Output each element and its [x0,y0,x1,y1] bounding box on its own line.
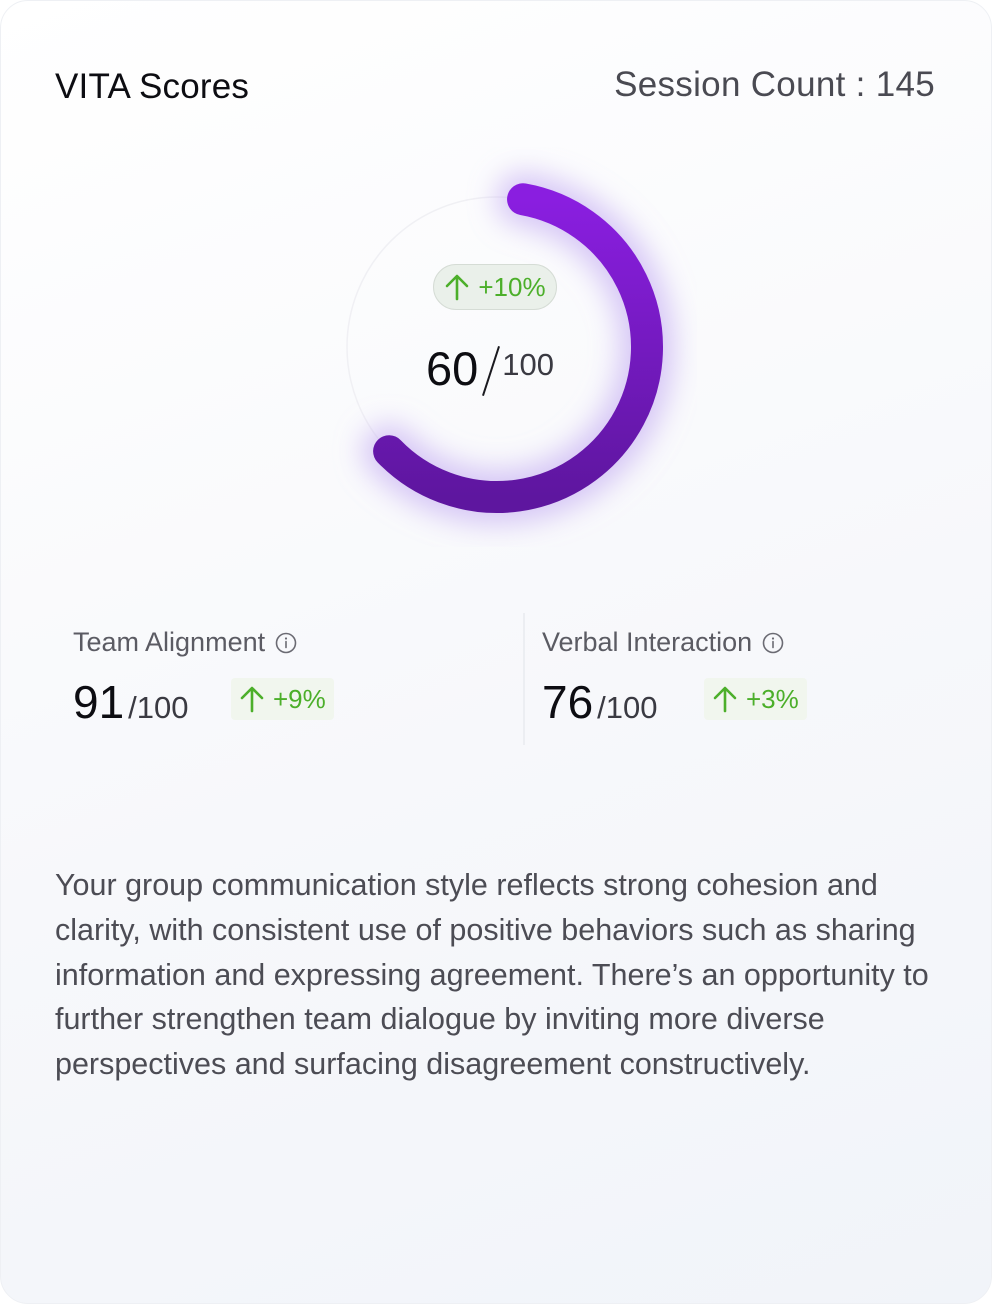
summary-text: Your group communication style reflects … [55,868,929,1082]
arrow-up-icon [446,274,469,301]
card-title: VITA Scores [55,67,250,106]
overall-delta-badge: +10% [433,264,557,310]
gauge-arc [373,183,663,513]
metric-label: Team Alignment [73,627,266,657]
overall-delta-text: +10% [478,271,546,302]
metric-delta-badge: +3% [704,678,807,720]
metric-delta-text: +9% [273,683,326,714]
session-count: Session Count : 145 [614,65,935,104]
metric-score: 91 [73,676,125,728]
arrow-up-icon [713,686,737,713]
overall-score: 60 100 [426,339,554,399]
metric-divider [523,613,525,745]
metric-max: /100 [128,690,189,725]
metric-max: /100 [597,690,658,725]
overall-score-gauge [297,147,697,547]
arrow-up-icon [240,686,264,713]
metric-verbal-interaction: Verbal Interaction 76 /100 [524,613,864,743]
metric-team-alignment: Team Alignment 91 /100 [55,613,395,743]
metric-score: 76 [542,676,594,728]
info-icon[interactable] [275,632,297,654]
gauge-svg [346,172,674,524]
score-slash [482,345,501,397]
metric-delta-badge: +9% [231,678,334,720]
metric-value: 91 /100 [73,675,189,729]
overall-score-max: 100 [502,347,555,382]
metric-value: 76 /100 [542,675,658,729]
info-icon[interactable] [762,632,784,654]
metric-delta-text: +3% [746,683,799,714]
metric-label: Verbal Interaction [542,627,753,657]
overall-score-value: 60 [426,342,479,395]
